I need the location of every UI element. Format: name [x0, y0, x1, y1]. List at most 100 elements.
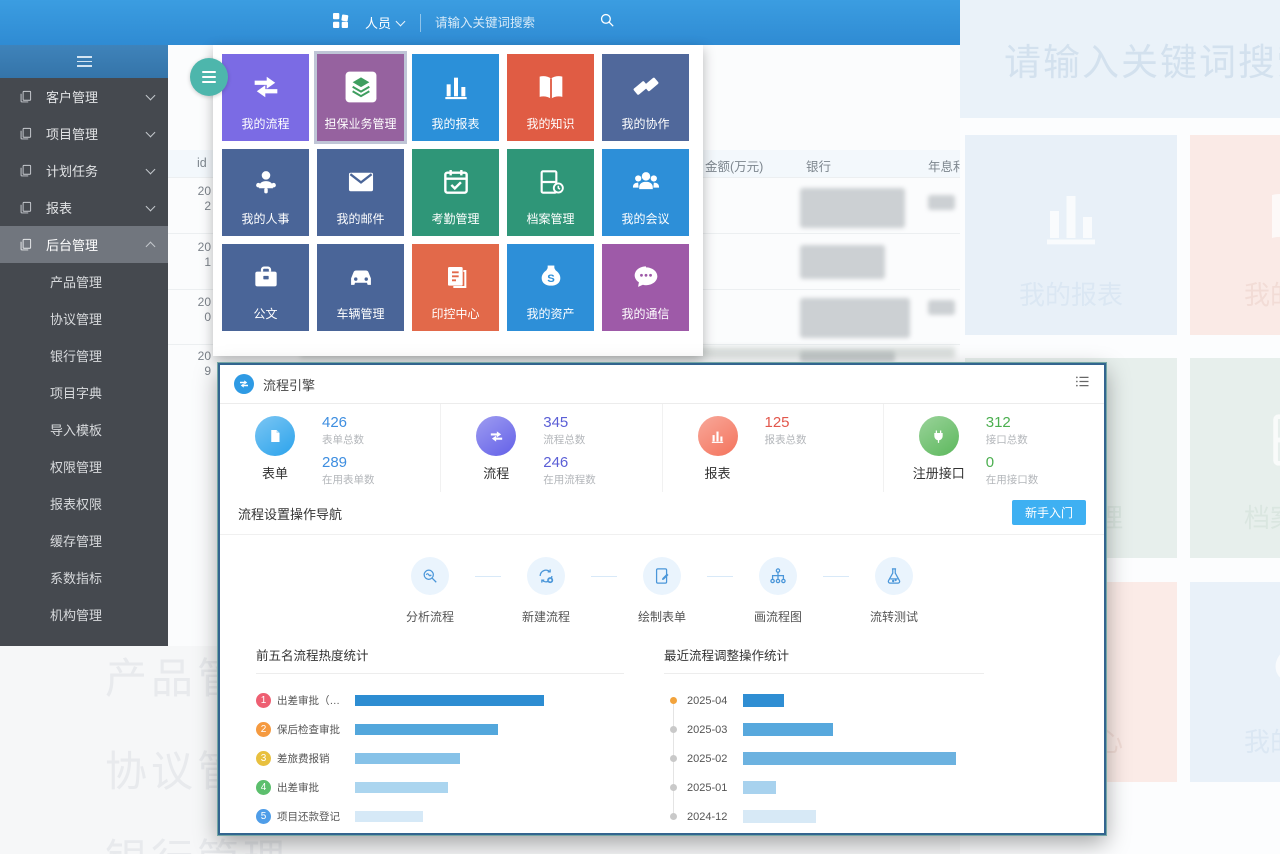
launcher-tile-my-knowledge[interactable]: 我的知识 — [507, 54, 594, 141]
launcher-tile-my-process[interactable]: 我的流程 — [222, 54, 309, 141]
calendar-check-icon — [440, 164, 472, 200]
flask-icon — [875, 557, 913, 595]
step-analyze-process[interactable]: 分析流程 — [385, 557, 475, 625]
launcher-tile-my-mail[interactable]: 我的邮件 — [317, 149, 404, 236]
bar — [355, 811, 423, 822]
search-icon[interactable] — [599, 12, 615, 33]
sidebar-item-customers[interactable]: 客户管理 — [0, 78, 168, 115]
chart-row: 2025-02 — [664, 744, 1004, 773]
timeline-dot — [670, 813, 677, 820]
sidebar-subitem-dictionary[interactable]: 项目字典 — [50, 386, 103, 401]
timeline-dot — [670, 784, 677, 791]
stats-row: 表单 426 表单总数 289 在用表单数 流程 345 — [220, 404, 1104, 492]
redacted-cell — [800, 298, 910, 338]
sidebar-subitem-coefficients[interactable]: 系数指标 — [50, 571, 103, 586]
sidebar-subitem-agreements[interactable]: 协议管理 — [50, 312, 103, 327]
ghost-text: 银行管理 — [105, 826, 289, 854]
chart-top5-process-heat: 前五名流程热度统计 1 出差审批（记录... 2 保后检查审批 3 差旅费报销 — [256, 645, 648, 831]
process-engine-modal: 流程引擎 表单 426 表单总数 289 在用表单数 — [218, 363, 1106, 835]
step-draw-form[interactable]: 绘制表单 — [617, 557, 707, 625]
process-engine-icon — [234, 374, 254, 394]
chevron-up-icon — [145, 241, 156, 251]
launcher-tile-archives[interactable]: 档案管理 — [507, 149, 594, 236]
document-icon — [20, 201, 32, 214]
list-icon — [202, 71, 216, 83]
bar — [355, 724, 498, 735]
chart-row: 2024-12 — [664, 802, 1004, 831]
launcher-tile-vehicles[interactable]: 车辆管理 — [317, 244, 404, 331]
redacted-cell — [928, 195, 955, 210]
stat-processes: 流程 345 流程总数 246 在用流程数 — [441, 404, 663, 492]
launcher-tile-attendance[interactable]: 考勤管理 — [412, 149, 499, 236]
list-menu-icon[interactable] — [1075, 374, 1090, 394]
timeline-dot — [670, 755, 677, 762]
archive-icon — [535, 164, 567, 200]
document-icon — [20, 90, 32, 103]
launcher-tile-my-collaboration[interactable]: 我的协作 — [602, 54, 689, 141]
bar — [743, 752, 956, 765]
chart-row: 1 出差审批（记录... — [256, 686, 648, 715]
money-bag-icon — [1261, 624, 1280, 704]
chevron-down-icon — [145, 164, 156, 174]
user-type-dropdown[interactable]: 人员 — [365, 13, 406, 32]
step-new-process[interactable]: 新建流程 — [501, 557, 591, 625]
documents-icon — [440, 259, 472, 295]
chart-title: 前五名流程热度统计 — [256, 645, 625, 674]
chart-recent-adjustments: 最近流程调整操作统计 2025-04 2025-03 2025-02 — [664, 645, 1004, 831]
chart-row: 2025-04 — [664, 686, 1004, 715]
document-icon — [20, 127, 32, 140]
analyze-icon — [411, 557, 449, 595]
launcher-tile-official-docs[interactable]: 公文 — [222, 244, 309, 331]
launcher-tile-guarantee-management[interactable]: 担保业务管理 — [317, 54, 404, 141]
timeline-dot — [670, 697, 677, 704]
sidebar-subitem-organizations[interactable]: 机构管理 — [50, 608, 103, 623]
redacted-cell — [800, 188, 905, 228]
person-icon — [250, 164, 282, 200]
new-process-icon — [527, 557, 565, 595]
table-header-bank: 银行 — [806, 160, 832, 174]
archive-icon — [1261, 400, 1280, 480]
sidebar-subitem-permissions[interactable]: 权限管理 — [50, 460, 103, 475]
list-toggle-button[interactable] — [190, 58, 228, 96]
bar — [743, 694, 784, 707]
chevron-down-icon — [145, 90, 156, 100]
search-input[interactable] — [433, 14, 588, 31]
sidebar-item-reports[interactable]: 报表 — [0, 189, 168, 226]
launcher-tile-my-assets[interactable]: S 我的资产 — [507, 244, 594, 331]
sidebar-subitem-import-templates[interactable]: 导入模板 — [50, 423, 103, 438]
chevron-down-icon — [145, 201, 156, 211]
sidebar-subitem-products[interactable]: 产品管理 — [50, 275, 103, 290]
bar — [355, 753, 460, 764]
sidebar-subitem-cache[interactable]: 缓存管理 — [50, 534, 103, 549]
hamburger-icon — [76, 56, 92, 67]
sidebar-item-projects[interactable]: 项目管理 — [0, 115, 168, 152]
launcher-tile-my-messages[interactable]: 我的通信 — [602, 244, 689, 331]
sidebar-subitem-report-permissions[interactable]: 报表权限 — [50, 497, 103, 512]
guarantee-logo-icon — [343, 69, 379, 105]
charts-row: 前五名流程热度统计 1 出差审批（记录... 2 保后检查审批 3 差旅费报销 — [220, 625, 1104, 831]
sidebar-subitem-banks[interactable]: 银行管理 — [50, 349, 103, 364]
beginner-guide-button[interactable]: 新手入门 — [1011, 500, 1086, 525]
launcher-tile-my-hr[interactable]: 我的人事 — [222, 149, 309, 236]
top-bar: 人员 — [0, 0, 960, 45]
launcher-tile-my-reports[interactable]: 我的报表 — [412, 54, 499, 141]
step-draw-flowchart[interactable]: 画流程图 — [733, 557, 823, 625]
redacted-cell — [928, 300, 955, 315]
form-icon — [255, 416, 295, 456]
launcher-tile-my-meetings[interactable]: 我的会议 — [602, 149, 689, 236]
chart-row: 2025-01 — [664, 773, 1004, 802]
ghost-tile-my-reports: 我的报表 — [965, 135, 1177, 335]
sidebar-item-tasks[interactable]: 计划任务 — [0, 152, 168, 189]
table-header-amount: 金额(万元) — [705, 160, 764, 174]
step-flow-test[interactable]: 流转测试 — [849, 557, 939, 625]
bar — [355, 782, 448, 793]
chevron-down-icon — [395, 16, 406, 26]
sidebar-collapse-button[interactable] — [0, 45, 168, 78]
launcher-tile-seal-center[interactable]: 印控中心 — [412, 244, 499, 331]
apps-grid-icon[interactable] — [332, 12, 349, 34]
process-swap-icon — [476, 416, 517, 456]
bar — [355, 695, 544, 706]
sidebar-item-admin[interactable]: 后台管理 — [0, 226, 168, 263]
sidebar: 客户管理 项目管理 计划任务 报表 后台管理 产品管理 协议管理 银行管理 项目… — [0, 45, 168, 646]
